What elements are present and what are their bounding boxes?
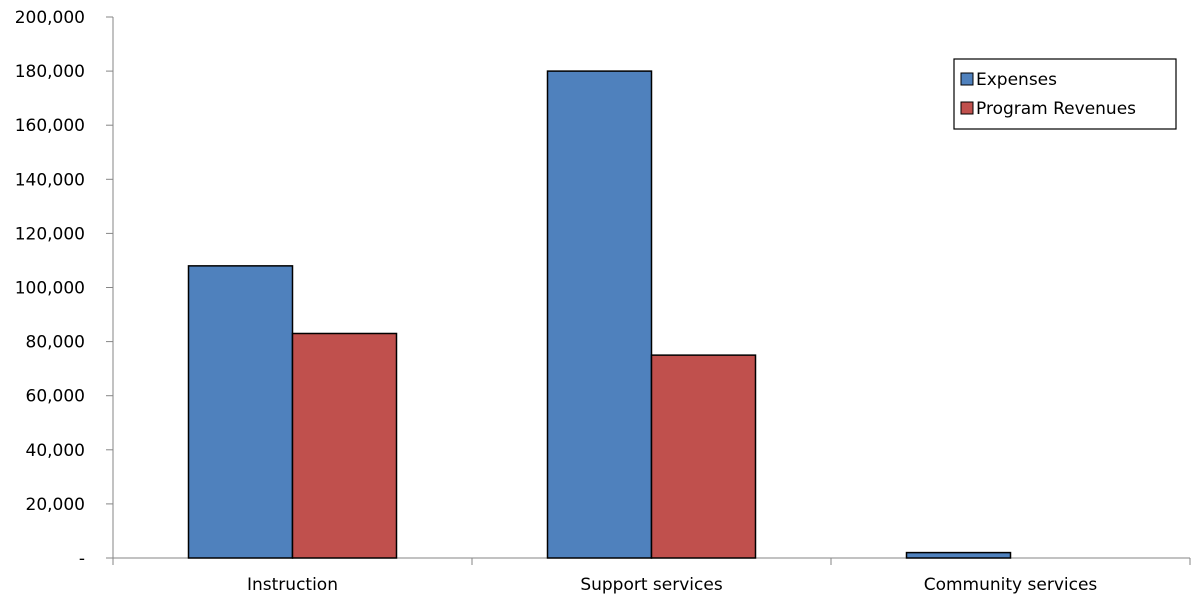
legend-label: Expenses xyxy=(976,70,1057,90)
y-tick-label: 160,000 xyxy=(15,116,85,136)
y-tick-label: 180,000 xyxy=(15,62,85,82)
y-tick-label: 140,000 xyxy=(15,170,85,190)
legend-box xyxy=(953,58,1177,130)
y-tick-label: - xyxy=(79,549,85,569)
bar-expenses xyxy=(546,70,653,559)
x-category-label: Community services xyxy=(924,575,1098,595)
y-tick-label: 80,000 xyxy=(26,333,85,353)
legend-label: Program Revenues xyxy=(976,99,1136,119)
y-tick-label: 60,000 xyxy=(26,387,85,407)
legend-swatch xyxy=(960,101,974,115)
x-category-label: Instruction xyxy=(247,575,338,595)
x-category-label: Support services xyxy=(580,575,723,595)
y-tick-label: 20,000 xyxy=(26,495,85,515)
bar-expenses xyxy=(905,551,1012,559)
y-tick-label: 100,000 xyxy=(15,279,85,299)
bar-program-revenues xyxy=(650,354,757,559)
y-tick-label: 120,000 xyxy=(15,224,85,244)
bar-expenses xyxy=(187,265,294,559)
legend-swatch xyxy=(960,72,974,86)
y-tick-label: 200,000 xyxy=(15,8,85,28)
y-tick-label: 40,000 xyxy=(26,441,85,461)
bar-program-revenues xyxy=(291,332,398,559)
